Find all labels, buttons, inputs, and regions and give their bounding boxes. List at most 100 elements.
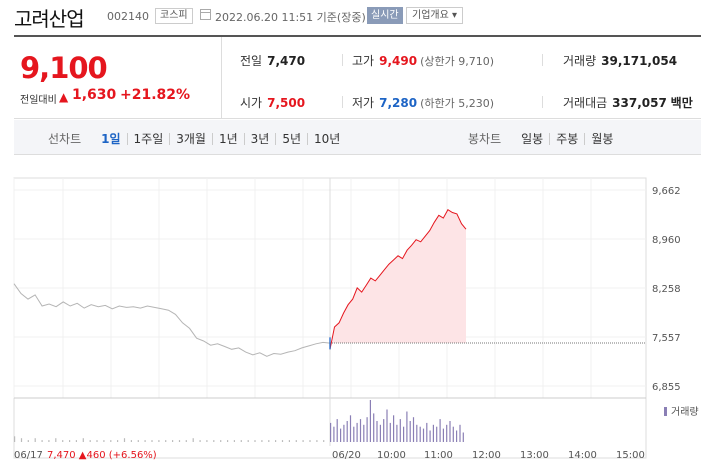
volume-bar: [261, 440, 263, 442]
volume-bar: [356, 422, 358, 442]
volume-bar: [27, 440, 29, 442]
period-tab[interactable]: 5년: [275, 132, 307, 145]
volume-bar: [295, 440, 297, 442]
volume-bar: [34, 438, 36, 442]
open-stat: 시가 7,500: [240, 94, 305, 111]
candle-period-tab[interactable]: 일봉: [521, 131, 544, 146]
volume-bar: [82, 438, 84, 442]
company-overview-button[interactable]: 기업개요 ▾: [406, 7, 463, 24]
high-stat: 고가 9,490 (상한가 9,710): [352, 52, 494, 69]
low-stat: 저가 7,280 (하한가 5,230): [352, 94, 494, 111]
volume-bar: [333, 426, 335, 442]
volume-bar: [406, 411, 408, 442]
candle-period-tab[interactable]: 월봉: [584, 132, 619, 145]
volume-bar: [69, 440, 71, 442]
line-chart-label: 선차트: [48, 132, 82, 146]
volume-bar: [373, 413, 375, 442]
period-tab[interactable]: 3개월: [169, 132, 212, 145]
volume-bar: [403, 426, 405, 442]
volume-bar: [233, 440, 235, 442]
price-summary: 9,100 전일대비 ▲ 1,630 +21.82% 전일 7,470 고가 9,4…: [14, 35, 701, 119]
volume-bar: [432, 424, 434, 442]
volume-bar: [462, 432, 464, 442]
volume-bar: [185, 440, 187, 442]
volume-bar: [178, 440, 181, 442]
y-tick-label: 9,662: [652, 186, 681, 197]
candle-period-tab[interactable]: 주봉: [549, 132, 584, 145]
stock-header: 고려산업 002140 코스피 2022.06.20 11:51 기준(장중) …: [0, 0, 705, 34]
volume-legend-label: 거래량: [671, 406, 699, 418]
volume-bar: [20, 438, 23, 442]
volume-bar: [144, 440, 146, 442]
volume-bar: [165, 440, 167, 442]
volume-bar: [55, 438, 57, 442]
low-label: 저가: [352, 96, 375, 110]
volume-bar: [275, 440, 277, 442]
amount-value: 337,057: [612, 96, 667, 110]
volume-bar: [89, 440, 91, 442]
today-price-line: [329, 208, 467, 350]
y-tick-label: 6,855: [652, 382, 681, 393]
low-value: 7,280: [379, 96, 418, 110]
volume-bar: [389, 422, 391, 442]
volume-bar: [376, 421, 378, 442]
realtime-button[interactable]: 실시간: [367, 7, 403, 24]
high-label: 고가: [352, 54, 375, 68]
volume-bar: [247, 440, 249, 442]
volume-bar: [336, 419, 338, 442]
volume-bar: [137, 440, 139, 442]
market-badge: 코스피: [155, 8, 193, 24]
stock-code: 002140: [107, 10, 149, 23]
high-value: 9,490: [379, 54, 418, 68]
volume-bar: [288, 440, 290, 442]
volume-bar: [151, 440, 153, 442]
y-tick-label: 8,960: [652, 235, 681, 246]
period-tab[interactable]: 1일: [101, 131, 121, 146]
volume-bar: [240, 440, 242, 442]
price-chart: 9,662 8,960 8,258 7,557 6,855 06/17 06/20 10:00…: [0, 160, 705, 467]
amount-label: 거래대금: [563, 96, 608, 110]
up-arrow-icon: ▲: [59, 90, 69, 104]
x-tick-label: 15:00: [616, 450, 645, 461]
candle-chart-label: 봉차트: [468, 132, 502, 146]
volume-bar: [192, 438, 194, 442]
x-tick-label: 06/20: [332, 450, 361, 461]
volume-bar: [436, 426, 438, 442]
volume-bar: [110, 440, 112, 442]
volume-bar: [452, 426, 454, 442]
volume-bar: [75, 440, 77, 442]
price-chart-svg: 9,662 8,960 8,258 7,557 6,855 06/17 06/20 10:00…: [13, 177, 699, 461]
current-price-box: 9,100 전일대비 ▲ 1,630 +21.82%: [14, 37, 222, 118]
volume-bar: [206, 440, 208, 442]
period-tab[interactable]: 10년: [307, 132, 346, 145]
open-value: 7,500: [267, 96, 306, 110]
company-name: 고려산업: [14, 7, 85, 31]
volume-bar: [316, 440, 318, 442]
volume-bar: [302, 440, 304, 442]
divider: [342, 96, 343, 108]
volume-bar: [399, 419, 401, 442]
volume-bar: [48, 440, 50, 442]
volume-bar: [429, 430, 431, 442]
volume-bar: [379, 424, 381, 442]
x-tick-label: 13:00: [520, 450, 549, 461]
volume-bar: [14, 436, 16, 442]
lower-limit: (하한가 5,230): [420, 97, 494, 110]
volume-bar: [416, 424, 418, 442]
current-price: 9,100: [20, 51, 108, 85]
prev-day-summary: 7,470 ▲460 (+6.56%): [47, 450, 157, 461]
amount-unit: 백만: [670, 96, 693, 110]
volume-bar: [309, 440, 311, 442]
period-tab[interactable]: 1주일: [126, 132, 170, 145]
volume-bar: [117, 440, 119, 442]
prev-close-stat: 전일 7,470: [240, 52, 305, 69]
volume-bar: [62, 440, 64, 442]
volume-bar: [172, 440, 174, 442]
today-area-fill: [330, 209, 466, 350]
volume-bar: [439, 419, 441, 442]
period-tab[interactable]: 3년: [243, 132, 276, 145]
upper-limit: (상한가 9,710): [420, 55, 494, 68]
period-tab[interactable]: 1년: [211, 132, 244, 145]
volume-bar: [449, 421, 451, 442]
volume-bar: [323, 440, 325, 442]
